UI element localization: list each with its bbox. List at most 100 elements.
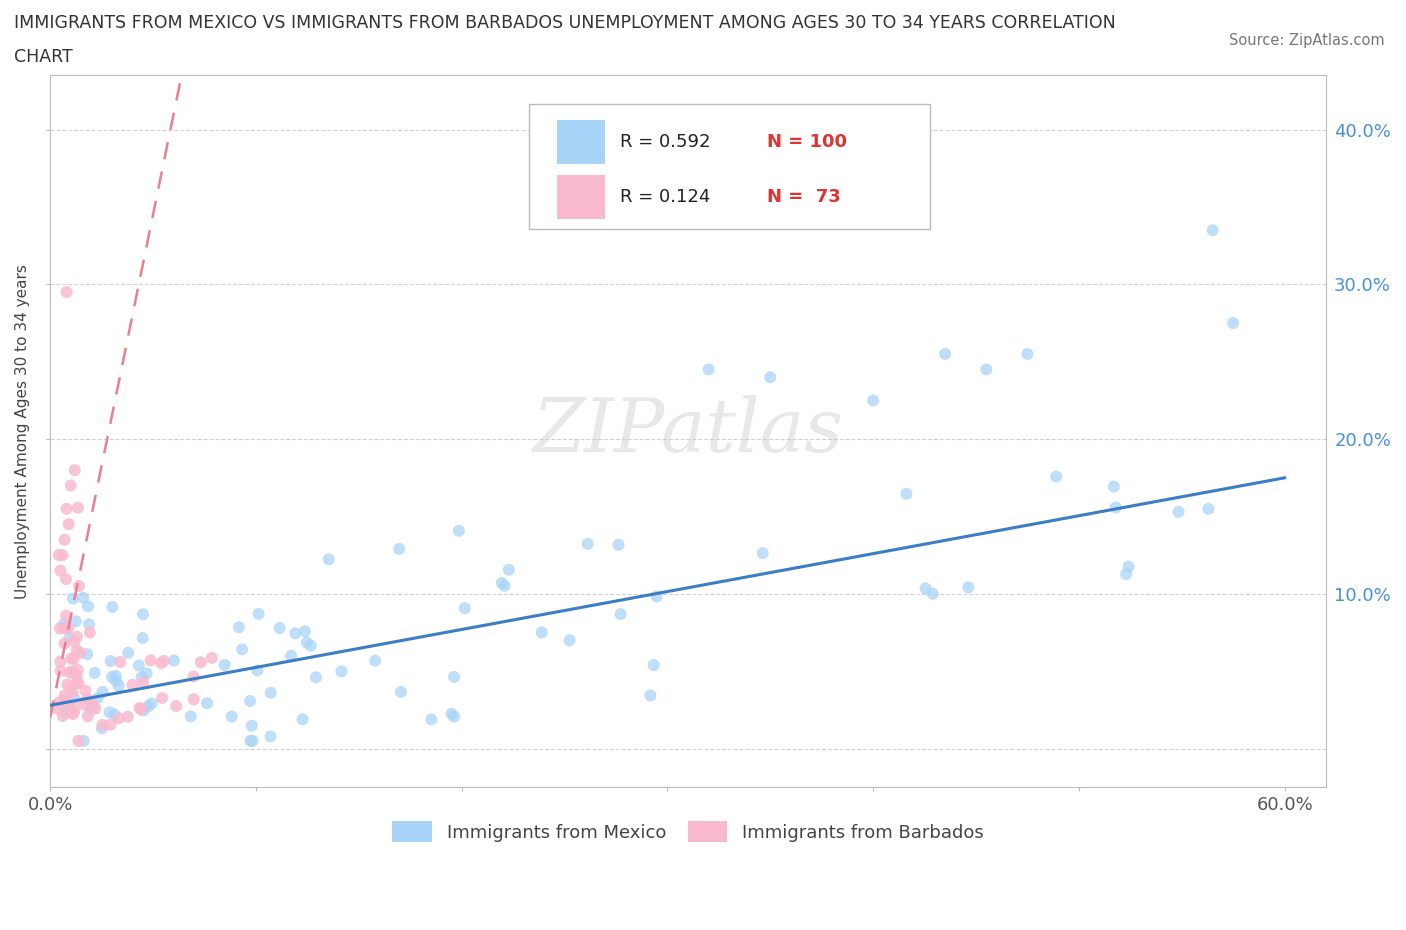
- Point: [100, 654, 122, 669]
- Point: [59, 703, 82, 718]
- Point: [183, 692, 205, 707]
- Point: [66, 662, 89, 677]
- Point: [284, 626, 307, 641]
- Point: [87, 690, 110, 705]
- Point: [165, 698, 187, 713]
- Point: [90, 721, 112, 736]
- Point: [77, 709, 100, 724]
- Point: [66, 668, 89, 683]
- Point: [201, 650, 224, 665]
- Point: [1045, 469, 1067, 484]
- Point: [46, 701, 69, 716]
- Point: [66, 500, 89, 515]
- Point: [195, 696, 218, 711]
- Point: [76, 646, 98, 661]
- Point: [294, 624, 316, 639]
- Point: [494, 578, 516, 593]
- Point: [76, 691, 98, 706]
- Point: [62, 664, 84, 679]
- Point: [1102, 479, 1125, 494]
- Point: [240, 718, 263, 733]
- Point: [53, 621, 76, 636]
- Point: [1105, 500, 1128, 515]
- Point: [132, 631, 155, 645]
- Point: [53, 619, 76, 634]
- Point: [53, 636, 76, 651]
- Point: [389, 684, 412, 699]
- Point: [152, 654, 174, 669]
- Point: [640, 688, 662, 703]
- Point: [62, 652, 84, 667]
- Point: [121, 677, 143, 692]
- FancyBboxPatch shape: [529, 104, 931, 229]
- Point: [91, 718, 114, 733]
- Point: [163, 653, 186, 668]
- Point: [52, 709, 75, 724]
- Point: [98, 717, 121, 732]
- Point: [443, 670, 465, 684]
- Point: [76, 698, 98, 713]
- Point: [228, 619, 250, 634]
- Point: [91, 684, 114, 699]
- Point: [67, 578, 90, 593]
- Point: [77, 599, 100, 614]
- Point: [63, 705, 86, 720]
- Point: [101, 670, 124, 684]
- Point: [62, 707, 84, 722]
- Text: Source: ZipAtlas.com: Source: ZipAtlas.com: [1229, 33, 1385, 47]
- Point: [66, 643, 89, 658]
- Point: [1115, 566, 1137, 581]
- Point: [48, 695, 70, 710]
- Point: [643, 658, 665, 672]
- Point: [190, 655, 212, 670]
- Point: [135, 666, 157, 681]
- Point: [72, 734, 94, 749]
- Point: [388, 541, 411, 556]
- Point: [49, 663, 72, 678]
- Point: [67, 734, 90, 749]
- Point: [420, 712, 443, 727]
- Point: [62, 591, 84, 606]
- Point: [498, 563, 520, 578]
- Point: [183, 669, 205, 684]
- Point: [58, 702, 80, 717]
- Point: [101, 600, 124, 615]
- FancyBboxPatch shape: [557, 175, 605, 219]
- Point: [221, 710, 243, 724]
- Point: [62, 666, 84, 681]
- Point: [80, 703, 103, 718]
- Point: [576, 537, 599, 551]
- Point: [1222, 315, 1244, 330]
- Point: [1167, 504, 1189, 519]
- Y-axis label: Unemployment Among Ages 30 to 34 years: Unemployment Among Ages 30 to 34 years: [15, 264, 30, 599]
- Point: [103, 707, 125, 722]
- Point: [49, 621, 72, 636]
- Point: [305, 670, 328, 684]
- Point: [48, 548, 70, 563]
- Point: [443, 710, 465, 724]
- Point: [83, 666, 105, 681]
- Point: [63, 462, 86, 477]
- Point: [132, 606, 155, 621]
- Text: R = 0.592: R = 0.592: [620, 133, 711, 151]
- Point: [66, 630, 89, 644]
- Point: [231, 642, 253, 657]
- Point: [269, 620, 291, 635]
- Point: [65, 614, 87, 629]
- Point: [108, 711, 131, 725]
- Point: [150, 691, 173, 706]
- Point: [77, 617, 100, 631]
- Point: [136, 699, 159, 714]
- Point: [104, 669, 127, 684]
- Point: [107, 678, 129, 693]
- Point: [63, 690, 86, 705]
- FancyBboxPatch shape: [557, 120, 605, 164]
- Point: [131, 670, 153, 684]
- Point: [55, 608, 77, 623]
- Point: [291, 711, 314, 726]
- Point: [454, 601, 477, 616]
- Point: [60, 706, 83, 721]
- Point: [110, 655, 132, 670]
- Point: [62, 685, 84, 700]
- Point: [1197, 501, 1219, 516]
